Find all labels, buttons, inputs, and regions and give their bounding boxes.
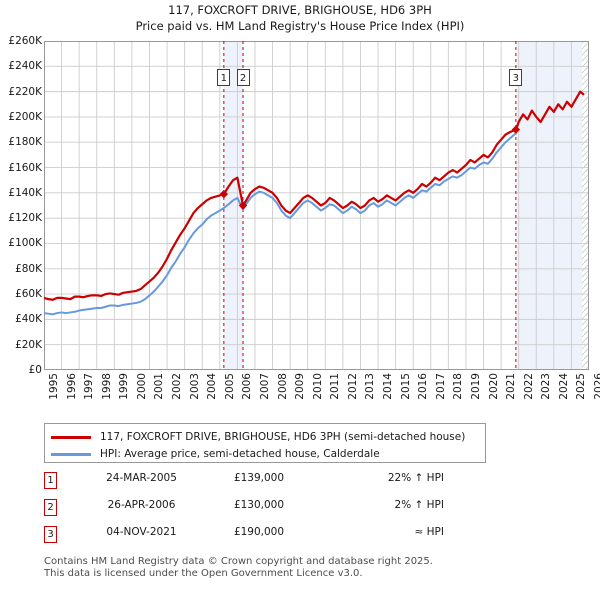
legend-color-swatch (51, 452, 91, 456)
x-axis-tick-label: 2001 (153, 373, 166, 400)
y-axis-tick-label: £240K (8, 60, 42, 73)
footer-line-1: Contains HM Land Registry data © Crown c… (44, 556, 433, 567)
provisional-band (581, 41, 589, 370)
table-row[interactable]: 2 26-APR-2006 £130,000 2% ↑ HPI (44, 497, 464, 524)
x-axis-tick-label: 2026 (593, 373, 600, 400)
x-axis-tick-label: 2006 (241, 373, 254, 400)
transaction-price: £130,000 (233, 499, 285, 511)
page-title: 117, FOXCROFT DRIVE, BRIGHOUSE, HD6 3PH … (0, 2, 600, 34)
transaction-price: £190,000 (233, 526, 285, 538)
x-axis-tick-label: 2007 (258, 373, 271, 400)
y-axis-tick-label: £220K (8, 85, 42, 98)
x-axis-tick-label: 1996 (65, 373, 78, 400)
transaction-index-badge: 3 (44, 526, 57, 543)
y-axis-tick-label: £0 (28, 364, 42, 376)
y-axis-tick-label: £120K (8, 212, 42, 225)
legend-label: HPI: Average price, semi-detached house,… (100, 448, 380, 460)
x-axis-tick-label: 2012 (346, 373, 359, 400)
sale-point-marker (238, 201, 248, 210)
x-axis-tick-label: 2011 (329, 373, 342, 400)
x-axis-tick-label: 1995 (48, 373, 60, 400)
transaction-date: 04-NOV-2021 (106, 526, 177, 538)
x-axis-tick-label: 2023 (540, 373, 553, 400)
x-axis-tick-label: 2018 (452, 373, 465, 400)
transaction-date: 26-APR-2006 (107, 499, 176, 511)
x-axis-tick-label: 2015 (399, 373, 412, 400)
chart-sale-marker-2[interactable]: 2 (236, 69, 250, 86)
y-axis-tick-label: £260K (8, 35, 42, 47)
x-axis-tick-label: 2004 (206, 373, 219, 400)
x-axis-tick-label: 2019 (469, 373, 482, 400)
transaction-date: 24-MAR-2005 (106, 472, 177, 484)
x-axis-tick-label: 2014 (382, 373, 395, 400)
highlight-band-recent (515, 41, 589, 370)
y-axis-tick-label: £40K (15, 313, 42, 326)
sale-point-marker (219, 189, 229, 199)
chart-sale-marker-3[interactable]: 3 (509, 69, 523, 86)
x-axis-tick-label: 2022 (522, 373, 535, 400)
y-axis-tick-label: £180K (8, 136, 42, 149)
x-axis-tick-label: 2013 (364, 373, 377, 400)
x-axis-tick-label: 2024 (557, 373, 570, 400)
x-axis-tick-label: 2005 (223, 373, 236, 400)
transaction-index-badge: 1 (44, 472, 57, 489)
series-line (44, 90, 585, 301)
x-axis-tick-label: 2000 (135, 373, 148, 400)
transaction-index-badge: 2 (44, 499, 57, 516)
x-axis-tick-label: 1997 (83, 373, 96, 400)
legend-item: HPI: Average price, semi-detached house,… (51, 446, 380, 462)
y-axis-tick-label: £160K (8, 161, 42, 174)
transaction-hpi-delta: ≈ HPI (414, 526, 444, 538)
highlight-band-sales (223, 41, 244, 370)
transactions-table: 1 24-MAR-2005 £139,000 22% ↑ HPI 2 26-APR-200… (44, 470, 464, 551)
x-axis-tick-label: 2020 (487, 373, 500, 400)
chart-canvas (44, 41, 589, 370)
table-row[interactable]: 1 24-MAR-2005 £139,000 22% ↑ HPI (44, 470, 464, 497)
x-axis-tick-label: 2009 (294, 373, 307, 400)
chart-sale-marker-1[interactable]: 1 (217, 69, 231, 86)
title-line-2: Price paid vs. HM Land Registry's House … (135, 19, 465, 33)
x-axis-tick-label: 2008 (276, 373, 289, 400)
y-axis-tick-label: £20K (15, 338, 42, 351)
x-axis-tick-label: 2017 (434, 373, 447, 400)
y-axis-tick-label: £200K (8, 110, 42, 123)
transaction-hpi-delta: 2% ↑ HPI (394, 499, 444, 511)
legend-color-swatch (51, 435, 91, 439)
legend-item: 117, FOXCROFT DRIVE, BRIGHOUSE, HD6 3PH … (51, 429, 465, 445)
x-axis-tick-label: 2021 (505, 373, 518, 400)
legend-label: 117, FOXCROFT DRIVE, BRIGHOUSE, HD6 3PH … (100, 431, 466, 443)
x-axis-tick-label: 2002 (171, 373, 184, 400)
transaction-price: £139,000 (233, 472, 285, 484)
y-axis-tick-label: £100K (8, 237, 42, 250)
y-axis-tick-label: £60K (15, 288, 42, 301)
x-axis-tick-label: 1999 (118, 373, 131, 400)
x-axis-tick-label: 2016 (417, 373, 430, 400)
x-axis-tick-label: 1998 (100, 373, 113, 400)
y-axis-tick-label: £80K (15, 262, 42, 275)
x-axis-tick-label: 2003 (188, 373, 201, 400)
x-axis-tick-label: 2025 (575, 373, 588, 400)
table-row[interactable]: 3 04-NOV-2021 £190,000 ≈ HPI (44, 524, 464, 551)
footer-line-2: This data is licensed under the Open Gov… (44, 568, 363, 579)
chart-legend: 117, FOXCROFT DRIVE, BRIGHOUSE, HD6 3PH … (44, 423, 486, 463)
y-axis-tick-label: £140K (8, 186, 42, 199)
transaction-hpi-delta: 22% ↑ HPI (387, 472, 444, 484)
y-axis-tick-labels: £0 £20K £40K £60K £80K £100K £120K £140K £160K £1… (0, 35, 42, 376)
series-line (44, 132, 517, 316)
footer-attribution: Contains HM Land Registry data © Crown c… (44, 556, 564, 580)
x-axis-tick-label: 2010 (311, 373, 324, 400)
x-axis-tick-labels: 1995 1996 1997 1998 1999 2000 2001 2002 2003 2004… (44, 371, 600, 421)
title-line-1: 117, FOXCROFT DRIVE, BRIGHOUSE, HD6 3PH (168, 3, 432, 17)
